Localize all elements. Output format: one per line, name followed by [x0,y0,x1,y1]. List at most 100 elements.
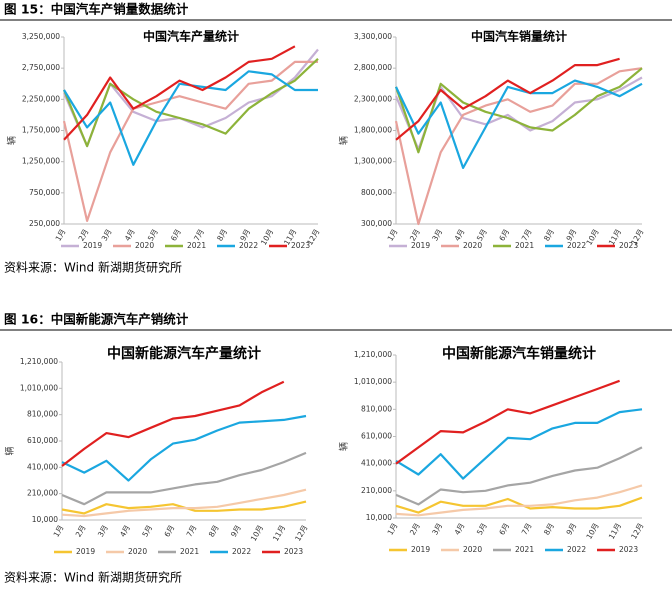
x-tick-label: 4月 [453,522,467,537]
legend-label: 2020 [128,547,147,556]
legend-label: 2019 [76,547,95,556]
x-tick-label: 7月 [185,524,199,539]
legend-label: 2019 [83,241,102,250]
x-tick-label: 3月 [430,522,444,537]
y-tick-label: 750,000 [29,188,60,197]
y-tick-label: 2,250,000 [22,94,60,103]
y-tick-label: 800,000 [361,188,392,197]
x-tick-label: 6月 [169,228,183,243]
y-tick-label: 1,300,000 [354,157,392,166]
x-tick-label: 5月 [475,522,489,537]
series-line [395,484,643,517]
figure-source: 资料来源：Wind 新湖期货研究所 [4,570,182,585]
x-tick-label: 1月 [386,228,400,243]
y-tick-label: 610,000 [361,432,392,441]
x-tick-label: 8月 [207,524,221,539]
y-tick-label: 1,010,000 [20,383,58,392]
x-tick-label: 3月 [96,524,110,539]
x-tick-label: 12月 [629,522,645,541]
y-tick-label: 1,210,000 [20,357,58,366]
x-tick-label: 12月 [293,524,309,543]
legend-label: 2021 [515,241,534,250]
series-line [61,488,307,518]
x-tick-label: 1月 [386,522,400,537]
x-tick-label: 6月 [497,228,511,243]
x-tick-label: 10月 [259,228,275,247]
y-tick-label: 250,000 [29,219,60,228]
y-tick-label: 210,000 [361,486,392,495]
y-tick-label: 1,010,000 [354,377,392,386]
series-line [62,57,319,148]
series-line [395,79,643,169]
legend-label: 2019 [411,241,430,250]
x-tick-label: 1月 [52,524,66,539]
x-tick-label: 2月 [74,524,88,539]
legend-label: 2023 [619,241,638,250]
y-tick-label: 210,000 [27,489,58,498]
x-tick-label: 10月 [584,522,600,541]
y-tick-label: 810,000 [361,404,392,413]
x-tick-label: 2月 [408,522,422,537]
chart-title: 中国汽车销量统计 [471,29,567,44]
series-line [395,496,643,514]
x-tick-label: 9月 [564,522,578,537]
y-tick-label: 410,000 [27,462,58,471]
x-tick-label: 3月 [430,228,444,243]
legend-label: 2021 [187,241,206,250]
x-tick-label: 10月 [584,228,600,247]
y-tick-label: 610,000 [27,436,58,445]
y-tick-label: 300,000 [361,219,392,228]
x-tick-label: 7月 [520,522,534,537]
series-line [63,45,296,141]
series-line [62,48,319,148]
y-tick-label: 1,800,000 [354,126,392,135]
x-tick-label: 4月 [118,524,132,539]
y-axis-label: 辆 [4,446,16,455]
figure-source: 资料来源：Wind 新湖期货研究所 [4,260,182,275]
y-axis-label: 辆 [338,442,350,451]
y-tick-label: 1,250,000 [22,157,60,166]
x-tick-label: 8月 [542,228,556,243]
figure-title: 图 15：中国汽车产销量数据统计 [4,2,189,17]
x-tick-label: 1月 [54,228,68,243]
series-line [395,379,620,465]
y-tick-label: 2,800,000 [354,63,392,72]
x-tick-label: 5月 [140,524,154,539]
series-line [61,414,307,482]
y-axis-label: 辆 [338,136,350,145]
x-tick-label: 6月 [162,524,176,539]
x-tick-label: 8月 [542,522,556,537]
legend-label: 2023 [284,547,303,556]
legend-label: 2020 [463,545,482,554]
legend-label: 2022 [567,241,586,250]
y-tick-label: 3,300,000 [354,32,392,41]
series-line [395,446,643,506]
legend-label: 2022 [239,241,258,250]
y-tick-label: 10,000 [366,513,392,522]
chart-title: 中国新能源汽车销量统计 [442,345,596,362]
x-tick-label: 10月 [249,524,265,543]
series-line [61,380,285,467]
x-tick-label: 11月 [271,524,287,543]
y-tick-label: 1,750,000 [22,126,60,135]
legend-label: 2023 [291,241,310,250]
legend-label: 2023 [619,545,638,554]
legend-label: 2021 [180,547,199,556]
y-tick-label: 2,300,000 [354,94,392,103]
legend-label: 2019 [411,545,430,554]
chart-title: 中国新能源汽车产量统计 [107,345,261,362]
legend-label: 2020 [463,241,482,250]
legend-label: 2022 [567,545,586,554]
series-line [395,408,643,480]
y-tick-label: 3,250,000 [22,32,60,41]
y-axis-label: 辆 [6,136,18,145]
x-tick-label: 9月 [229,524,243,539]
series-line [394,67,643,154]
legend-label: 2022 [232,547,251,556]
series-line [394,67,643,226]
y-tick-label: 810,000 [27,410,58,419]
chart-title: 中国汽车产量统计 [143,29,239,44]
legend-label: 2021 [515,545,534,554]
x-tick-label: 6月 [497,522,511,537]
